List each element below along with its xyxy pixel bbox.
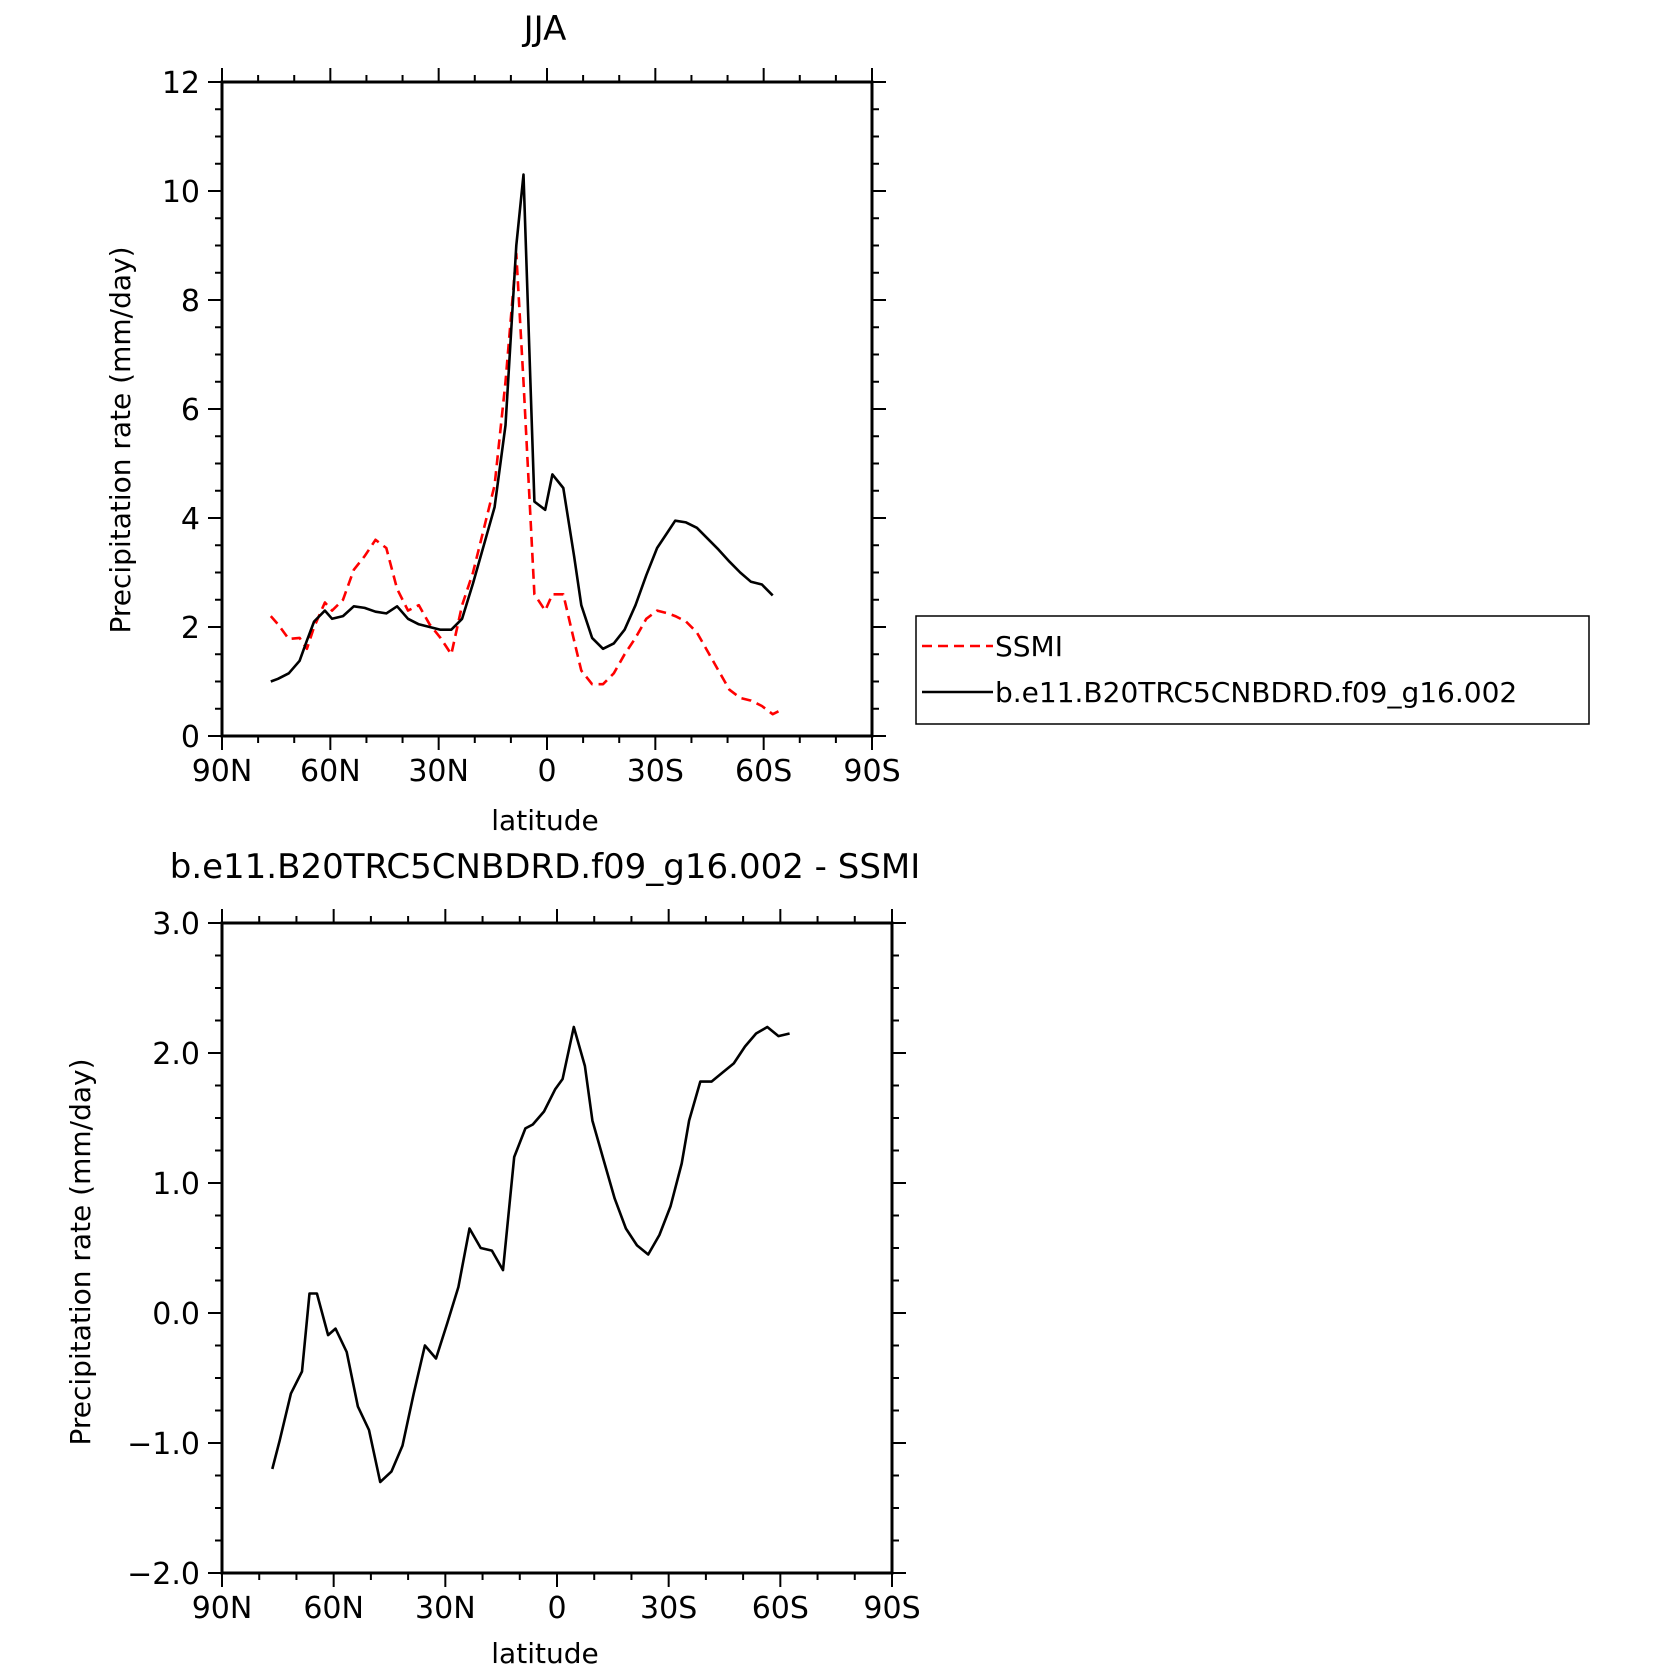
x-axis-label: latitude	[491, 804, 598, 837]
x-tick-label: 90N	[192, 1591, 253, 1626]
x-tick-label: 0	[547, 1591, 566, 1626]
y-tick-label: 10	[162, 175, 200, 210]
x-tick-label: 90S	[843, 754, 900, 789]
chart-title: b.e11.B20TRC5CNBDRD.f09_g16.002 - SSMI	[170, 847, 921, 887]
legend-ssmi-label: SSMI	[995, 630, 1063, 663]
y-tick-label: 2	[181, 611, 200, 646]
y-tick-label: 1.0	[152, 1167, 200, 1202]
series-line-ssmi	[269, 252, 785, 716]
panel-difference: b.e11.B20TRC5CNBDRD.f09_g16.002 - SSMI l…	[64, 847, 921, 1669]
x-tick-label: 30S	[627, 754, 684, 789]
series-line-model	[270, 173, 774, 683]
y-axis-label: Precipitation rate (mm/day)	[64, 1058, 97, 1445]
x-axis-label: latitude	[491, 1637, 598, 1669]
y-tick-label: −2.0	[127, 1557, 200, 1592]
y-tick-label: 0.0	[152, 1297, 200, 1332]
y-tick-label: −1.0	[127, 1427, 200, 1462]
axis-ticks: 90N 60N 30N 0 30S 60S 90S −2.0 −1.0 0.0 1.0 2.0 3.0	[127, 907, 920, 1626]
panel-jja: JJA latitude Precipitation rate (mm/day)…	[104, 9, 1590, 837]
x-tick-label: 60N	[303, 1591, 364, 1626]
y-tick-label: 6	[181, 393, 200, 428]
difference-line	[271, 1025, 790, 1484]
x-tick-label: 60S	[735, 754, 792, 789]
x-tick-label: 60N	[300, 754, 361, 789]
x-tick-label: 90S	[863, 1591, 920, 1626]
series-group	[271, 1025, 790, 1484]
y-tick-label: 0	[181, 720, 200, 755]
x-tick-label: 90N	[192, 754, 253, 789]
y-tick-label: 12	[162, 66, 200, 101]
plot-frame	[220, 80, 874, 738]
y-axis-label: Precipitation rate (mm/day)	[104, 246, 137, 633]
y-tick-label: 4	[181, 502, 200, 537]
chart-title: JJA	[522, 9, 567, 49]
legend-model-label: b.e11.B20TRC5CNBDRD.f09_g16.002	[995, 676, 1517, 709]
legend: SSMI b.e11.B20TRC5CNBDRD.f09_g16.002	[915, 615, 1590, 725]
y-tick-label: 8	[181, 284, 200, 319]
legend-box	[915, 615, 1590, 725]
x-tick-label: 30N	[408, 754, 469, 789]
y-tick-label: 2.0	[152, 1037, 200, 1072]
y-tick-label: 3.0	[152, 907, 200, 942]
axis-ticks: 90N 60N 30N 0 30S 60S 90S 0 2 4 6 8 10 12	[162, 66, 901, 789]
series-group	[269, 173, 785, 716]
x-tick-label: 30S	[640, 1591, 697, 1626]
x-tick-label: 0	[537, 754, 556, 789]
x-tick-label: 30N	[415, 1591, 476, 1626]
x-tick-label: 60S	[752, 1591, 809, 1626]
plot-frame	[220, 921, 894, 1575]
